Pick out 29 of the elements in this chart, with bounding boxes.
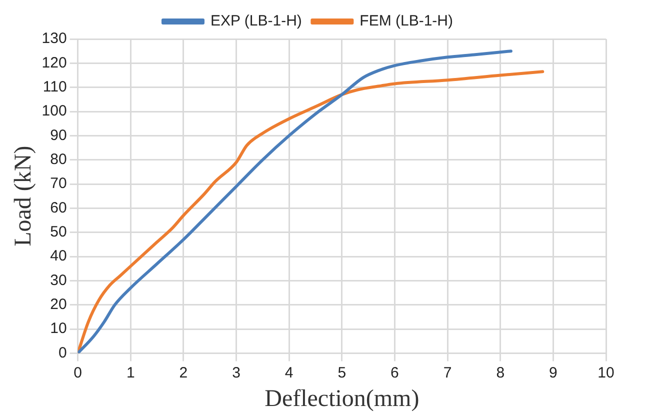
y-tick-label: 30 xyxy=(50,272,67,289)
y-axis-title: Load (kN) xyxy=(10,146,37,246)
y-tick-label: 80 xyxy=(50,150,67,168)
y-tick-label: 120 xyxy=(42,54,67,72)
legend-label: FEM (LB-1-H) xyxy=(360,12,454,30)
y-tick-label: 90 xyxy=(50,126,67,144)
x-tick-label: 8 xyxy=(496,364,505,382)
y-tick-label: 0 xyxy=(58,344,67,362)
y-tick-label: 40 xyxy=(50,248,67,265)
x-tick-label: 3 xyxy=(232,364,240,382)
x-tick-label: 7 xyxy=(443,364,452,382)
y-tick-label: 130 xyxy=(42,30,67,48)
y-tick-label: 70 xyxy=(50,175,67,192)
y-tick-label: 50 xyxy=(50,223,67,240)
y-tick-label: 10 xyxy=(50,320,67,338)
y-tick-label: 100 xyxy=(42,102,67,120)
x-tick-label: 4 xyxy=(284,364,294,382)
x-tick-label: 10 xyxy=(598,364,614,382)
x-tick-label: 5 xyxy=(338,364,346,382)
x-axis-title: Deflection(mm) xyxy=(264,386,420,412)
y-tick-label: 60 xyxy=(50,199,67,216)
x-tick-label: 2 xyxy=(179,364,188,382)
y-tick-label: 110 xyxy=(42,78,67,96)
x-tick-label: 1 xyxy=(126,364,135,382)
y-tick-label: 20 xyxy=(50,296,67,313)
x-tick-label: 6 xyxy=(390,364,399,382)
x-tick-label: 0 xyxy=(74,364,82,382)
legend-label: EXP (LB-1-H) xyxy=(210,12,302,30)
x-tick-label: 9 xyxy=(549,364,558,382)
